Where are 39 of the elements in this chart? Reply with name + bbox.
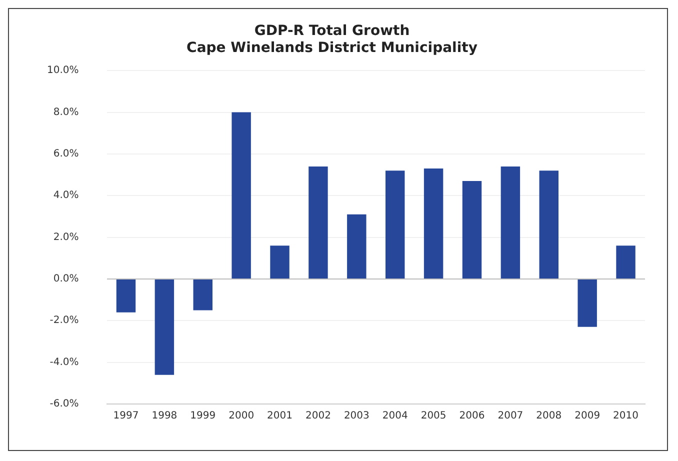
y-tick-label: 6.0% <box>53 148 79 160</box>
bar <box>270 246 290 278</box>
y-tick-label: -4.0% <box>50 356 79 368</box>
y-tick-label: -2.0% <box>50 315 79 326</box>
bar <box>385 170 405 278</box>
bar <box>424 168 444 278</box>
bar <box>193 279 212 310</box>
x-tick-label: 2010 <box>613 410 639 422</box>
bar <box>616 246 636 278</box>
bar <box>462 181 482 278</box>
bar <box>578 279 597 327</box>
bar <box>308 166 328 278</box>
x-tick-label: 2001 <box>267 410 292 422</box>
y-tick-label: -6.0% <box>50 398 79 410</box>
bar <box>154 279 174 375</box>
x-tick-label: 2009 <box>574 410 600 422</box>
bar <box>347 214 366 278</box>
x-tick-label: 2005 <box>420 410 446 422</box>
bar <box>116 279 136 312</box>
x-tick-label: 1999 <box>190 410 216 422</box>
x-tick-label: 2008 <box>536 410 562 422</box>
bar <box>539 170 558 278</box>
bar <box>232 112 251 278</box>
y-tick-label: 10.0% <box>46 65 79 76</box>
x-tick-label: 2006 <box>459 410 485 422</box>
y-tick-label: 4.0% <box>53 190 79 202</box>
y-tick-label: 0.0% <box>53 274 79 285</box>
x-tick-label: 1998 <box>152 410 178 422</box>
y-tick-label: 2.0% <box>53 232 79 243</box>
x-tick-label: 1997 <box>113 410 139 422</box>
x-tick-label: 2000 <box>228 410 254 422</box>
x-tick-label: 2007 <box>498 410 524 422</box>
bar <box>500 166 520 278</box>
x-tick-label: 2003 <box>344 410 370 422</box>
text: GDP-R Total Growth <box>254 23 410 40</box>
y-tick-label: 8.0% <box>53 106 79 118</box>
x-tick-label: 2004 <box>382 410 408 422</box>
text: Cape Winelands District Municipality <box>186 40 478 56</box>
x-tick-label: 2002 <box>305 410 331 422</box>
